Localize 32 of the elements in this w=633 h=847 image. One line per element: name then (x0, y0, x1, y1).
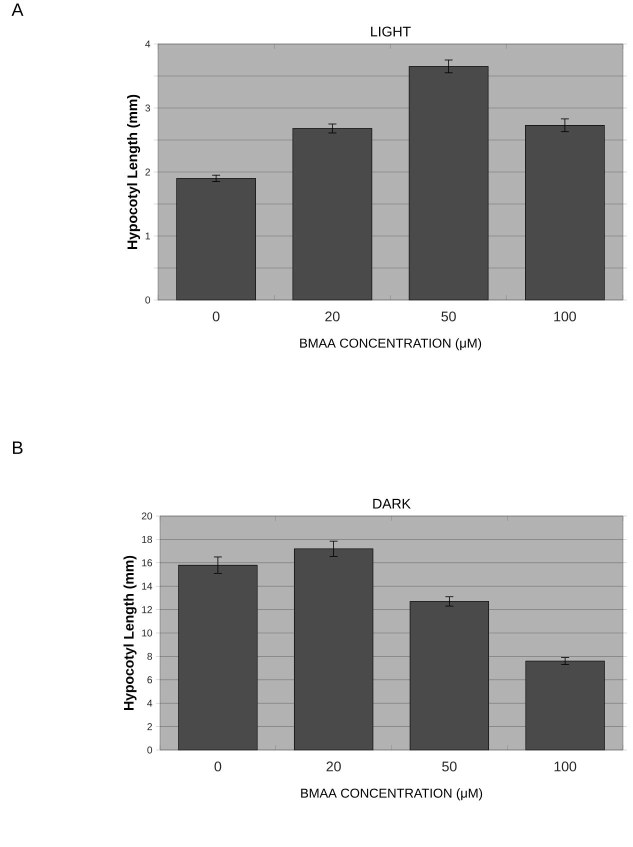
y-tick-label: 6 (147, 676, 152, 684)
text: B (12, 442, 23, 454)
y-tick-label: 2 (147, 723, 152, 730)
y-tick-label: 2 (145, 168, 150, 176)
y-tick-label: 8 (147, 652, 152, 660)
x-tick-label: 50 (441, 312, 456, 322)
text: A (12, 4, 24, 16)
y-tick-label: 14 (142, 582, 152, 590)
x-axis-title: BMAA CONCENTRATION (μM) (301, 788, 482, 800)
chart-title: LIGHT (371, 26, 411, 37)
chart-title: DARK (373, 498, 411, 509)
y-tick-label: 0 (147, 746, 152, 754)
y-tick-label: 10 (142, 629, 152, 637)
x-tick-label: 0 (214, 762, 222, 772)
y-axis-title: Hypocotyl Length (mm) (123, 556, 137, 710)
y-tick-label: 18 (142, 536, 152, 543)
y-tick-label: 20 (142, 512, 152, 520)
x-tick-label: 100 (554, 762, 576, 772)
y-tick-label: 0 (145, 296, 150, 304)
x-tick-label: 100 (554, 312, 576, 322)
x-tick-label: 0 (212, 312, 220, 322)
x-tick-label: 20 (325, 312, 340, 322)
y-tick-label: 4 (145, 40, 150, 48)
y-tick-label: 4 (147, 700, 152, 707)
y-tick-label: 12 (142, 606, 152, 614)
y-tick-label: 3 (145, 104, 150, 112)
x-axis-title: BMAA CONCENTRATION (μM) (300, 338, 482, 350)
x-tick-label: 20 (326, 762, 341, 772)
y-tick-label: 16 (142, 559, 152, 566)
x-tick-label: 50 (442, 762, 457, 772)
y-tick-label: 1 (146, 232, 150, 240)
y-axis-title: Hypocotyl Length (mm) (127, 94, 140, 249)
